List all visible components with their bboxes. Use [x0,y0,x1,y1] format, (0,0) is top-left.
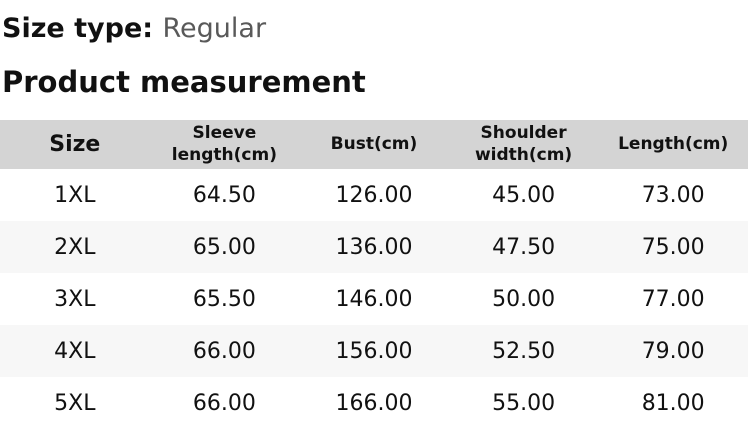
table-row: 1XL 64.50 126.00 45.00 73.00 [0,169,748,222]
column-header-sleeve-length: Sleeve length(cm) [149,120,300,170]
cell-shoulder-width: 55.00 [492,390,556,416]
measurement-table: Size Sleeve length(cm) Bust(cm) Shoulder… [0,120,748,430]
cell-sleeve-length: 66.00 [192,338,256,364]
cell-sleeve-length: 64.50 [192,182,256,208]
cell-length: 77.00 [641,286,705,312]
cell-shoulder-width: 52.50 [492,338,556,364]
size-type-label: Size type: [2,13,154,44]
section-title: Product measurement [2,65,366,100]
column-header-length: Length(cm) [598,120,748,170]
table-row: 3XL 65.50 146.00 50.00 77.00 [0,273,748,326]
cell-bust: 166.00 [335,390,413,416]
cell-size: 2XL [54,234,96,260]
cell-size: 5XL [54,390,96,416]
cell-shoulder-width: 50.00 [492,286,556,312]
cell-bust: 126.00 [335,182,413,208]
cell-size: 3XL [54,286,96,312]
cell-bust: 156.00 [335,338,413,364]
column-header-shoulder-width: Shoulder width(cm) [448,120,599,170]
size-type-value: Regular [162,13,267,44]
cell-sleeve-length: 66.00 [192,390,256,416]
cell-length: 81.00 [641,390,705,416]
cell-bust: 136.00 [335,234,413,260]
column-header-bust: Bust(cm) [299,120,449,170]
cell-length: 75.00 [641,234,705,260]
cell-size: 4XL [54,338,96,364]
cell-sleeve-length: 65.00 [192,234,256,260]
cell-sleeve-length: 65.50 [192,286,256,312]
cell-length: 73.00 [641,182,705,208]
column-header-size: Size [0,120,150,170]
size-type-line: Size type: Regular [2,13,750,45]
table-row: 5XL 66.00 166.00 55.00 81.00 [0,377,748,430]
cell-length: 79.00 [641,338,705,364]
cell-shoulder-width: 45.00 [492,182,556,208]
table-header-row: Size Sleeve length(cm) Bust(cm) Shoulder… [0,120,748,170]
table-row: 2XL 65.00 136.00 47.50 75.00 [0,221,748,274]
table-row: 4XL 66.00 156.00 52.50 79.00 [0,325,748,378]
cell-bust: 146.00 [335,286,413,312]
cell-size: 1XL [54,182,96,208]
cell-shoulder-width: 47.50 [492,234,556,260]
